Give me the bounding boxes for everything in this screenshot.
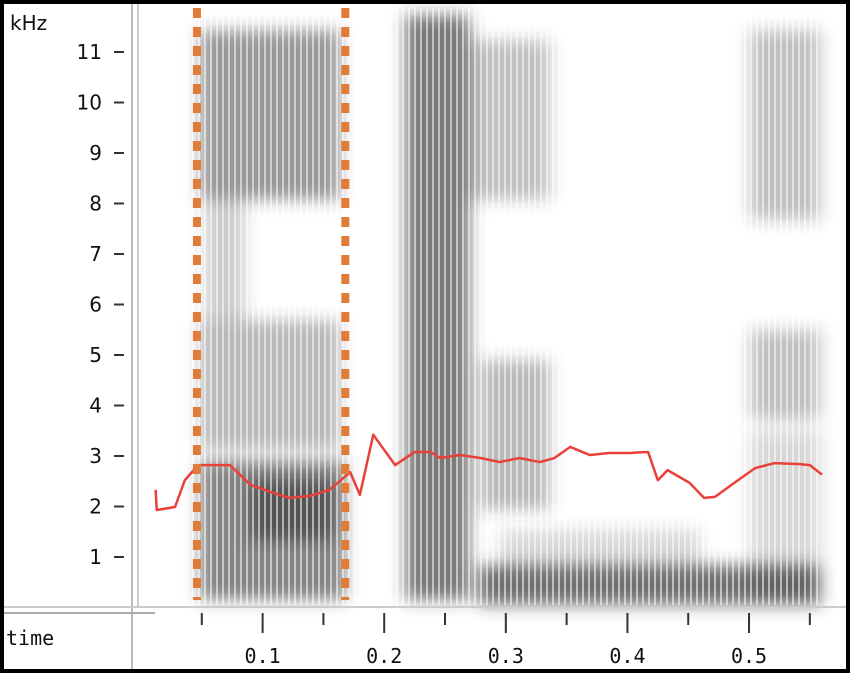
y-tick-label: 5 (89, 343, 102, 367)
x-tick-label: 0.3 (488, 644, 524, 668)
y-tick-label: 2 (89, 495, 102, 519)
x-tick-label: 0.1 (245, 644, 281, 668)
y-tick-label: 10 (77, 91, 102, 115)
y-axis-label: kHz (10, 11, 47, 35)
y-tick-label: 8 (89, 192, 102, 216)
y-tick-label: 9 (89, 141, 102, 165)
plot: 1 2 3 4 5 6 7 8 9 10 11 0.1 0.2 0.3 0.4 0.5 (77, 8, 823, 668)
x-axis-label: time (6, 626, 54, 650)
x-tick-label: 0.4 (609, 644, 645, 668)
pitch-line (154, 433, 823, 512)
y-tick-label: 3 (89, 444, 102, 468)
x-tick-label: 0.5 (731, 644, 767, 668)
texture (141, 8, 822, 605)
y-tick-label: 7 (89, 242, 102, 266)
y-tick-label: 6 (89, 293, 102, 317)
y-tick-label: 1 (89, 545, 102, 569)
y-tick-label: 4 (89, 394, 102, 418)
x-tick-label: 0.2 (366, 644, 402, 668)
y-tick-label: 11 (77, 40, 102, 64)
